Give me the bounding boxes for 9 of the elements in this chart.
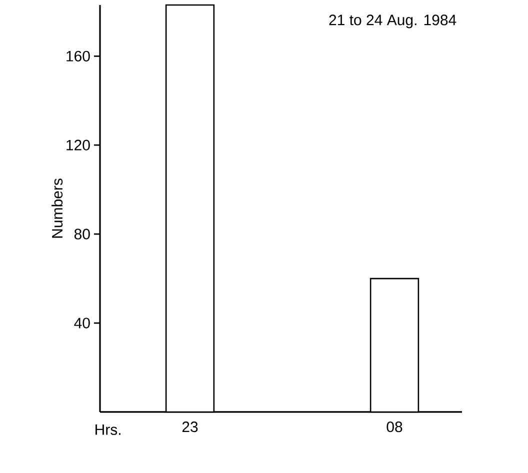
x-tick-label: 08 [386,422,402,432]
text: 21 to 24 Aug. 1984 [329,14,456,28]
x-tick-label: 23 [182,422,198,432]
y-axis-title: Numbers [52,178,63,238]
y-tick-label: 160 [66,50,90,62]
x-axis-title: Hrs. [96,424,120,435]
y-tick-label: 80 [74,228,90,240]
y-tick-label: 120 [66,140,90,150]
y-tick-label: 40 [74,318,90,328]
